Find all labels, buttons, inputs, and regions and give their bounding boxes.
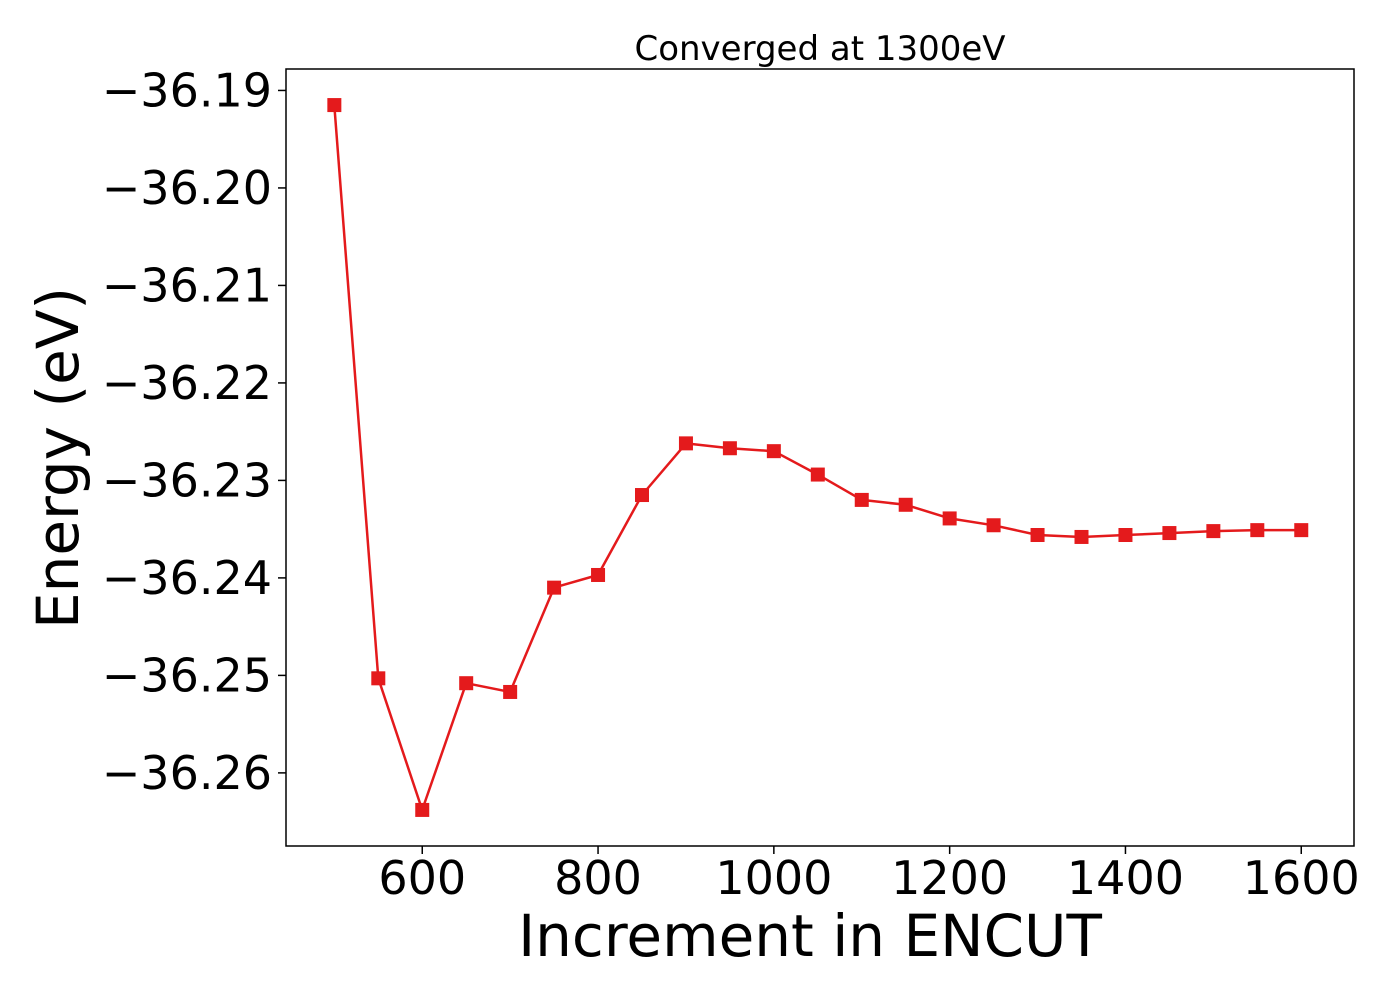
data-point-marker bbox=[1074, 529, 1089, 544]
chart-title: Converged at 1300eV bbox=[634, 29, 1005, 69]
data-point-marker bbox=[371, 671, 386, 686]
x-tick-label: 1400 bbox=[1067, 851, 1184, 905]
x-tick-label: 1200 bbox=[891, 851, 1008, 905]
data-point-marker bbox=[327, 98, 342, 113]
data-point-marker bbox=[1030, 528, 1045, 543]
data-point-marker bbox=[766, 444, 781, 459]
data-point-marker bbox=[1294, 523, 1309, 538]
data-point-marker bbox=[1162, 526, 1177, 541]
x-axis-label: Increment in ENCUT bbox=[518, 902, 1102, 970]
data-point-marker bbox=[591, 567, 606, 582]
y-tick-label: −36.23 bbox=[102, 453, 272, 507]
y-tick-label: −36.21 bbox=[102, 258, 272, 312]
data-point-marker bbox=[854, 492, 869, 507]
data-point-marker bbox=[503, 684, 518, 699]
data-point-marker bbox=[547, 580, 562, 595]
x-tick-label: 800 bbox=[554, 851, 642, 905]
y-tick-label: −36.20 bbox=[102, 161, 272, 215]
data-point-marker bbox=[459, 676, 474, 691]
y-tick-label: −36.24 bbox=[102, 551, 272, 605]
data-point-marker bbox=[1250, 523, 1265, 538]
y-axis: −36.19 −36.20 −36.21 −36.22 −36.23 −36.24 −36.… bbox=[102, 63, 286, 800]
data-point-marker bbox=[678, 436, 693, 451]
data-point-marker bbox=[898, 497, 913, 512]
data-point-marker bbox=[942, 511, 957, 526]
data-point-marker bbox=[1118, 528, 1133, 543]
plot-area bbox=[327, 98, 1309, 817]
data-point-marker bbox=[1206, 524, 1221, 539]
x-tick-label: 600 bbox=[378, 851, 466, 905]
data-point-marker bbox=[986, 518, 1001, 533]
data-point-marker bbox=[810, 467, 825, 482]
data-point-marker bbox=[722, 441, 737, 456]
x-tick-label: 1000 bbox=[715, 851, 832, 905]
x-axis: 600 800 1000 1200 1400 1600 bbox=[378, 846, 1360, 905]
plot-frame bbox=[285, 68, 1355, 847]
y-tick-label: −36.22 bbox=[102, 356, 272, 410]
y-tick-label: −36.25 bbox=[102, 648, 272, 702]
y-tick-label: −36.19 bbox=[102, 63, 272, 117]
y-tick-label: −36.26 bbox=[102, 746, 272, 800]
data-point-marker bbox=[415, 802, 430, 817]
x-tick-label: 1600 bbox=[1243, 851, 1360, 905]
data-point-marker bbox=[635, 488, 649, 503]
y-axis-label: Energy (eV) bbox=[24, 287, 92, 629]
